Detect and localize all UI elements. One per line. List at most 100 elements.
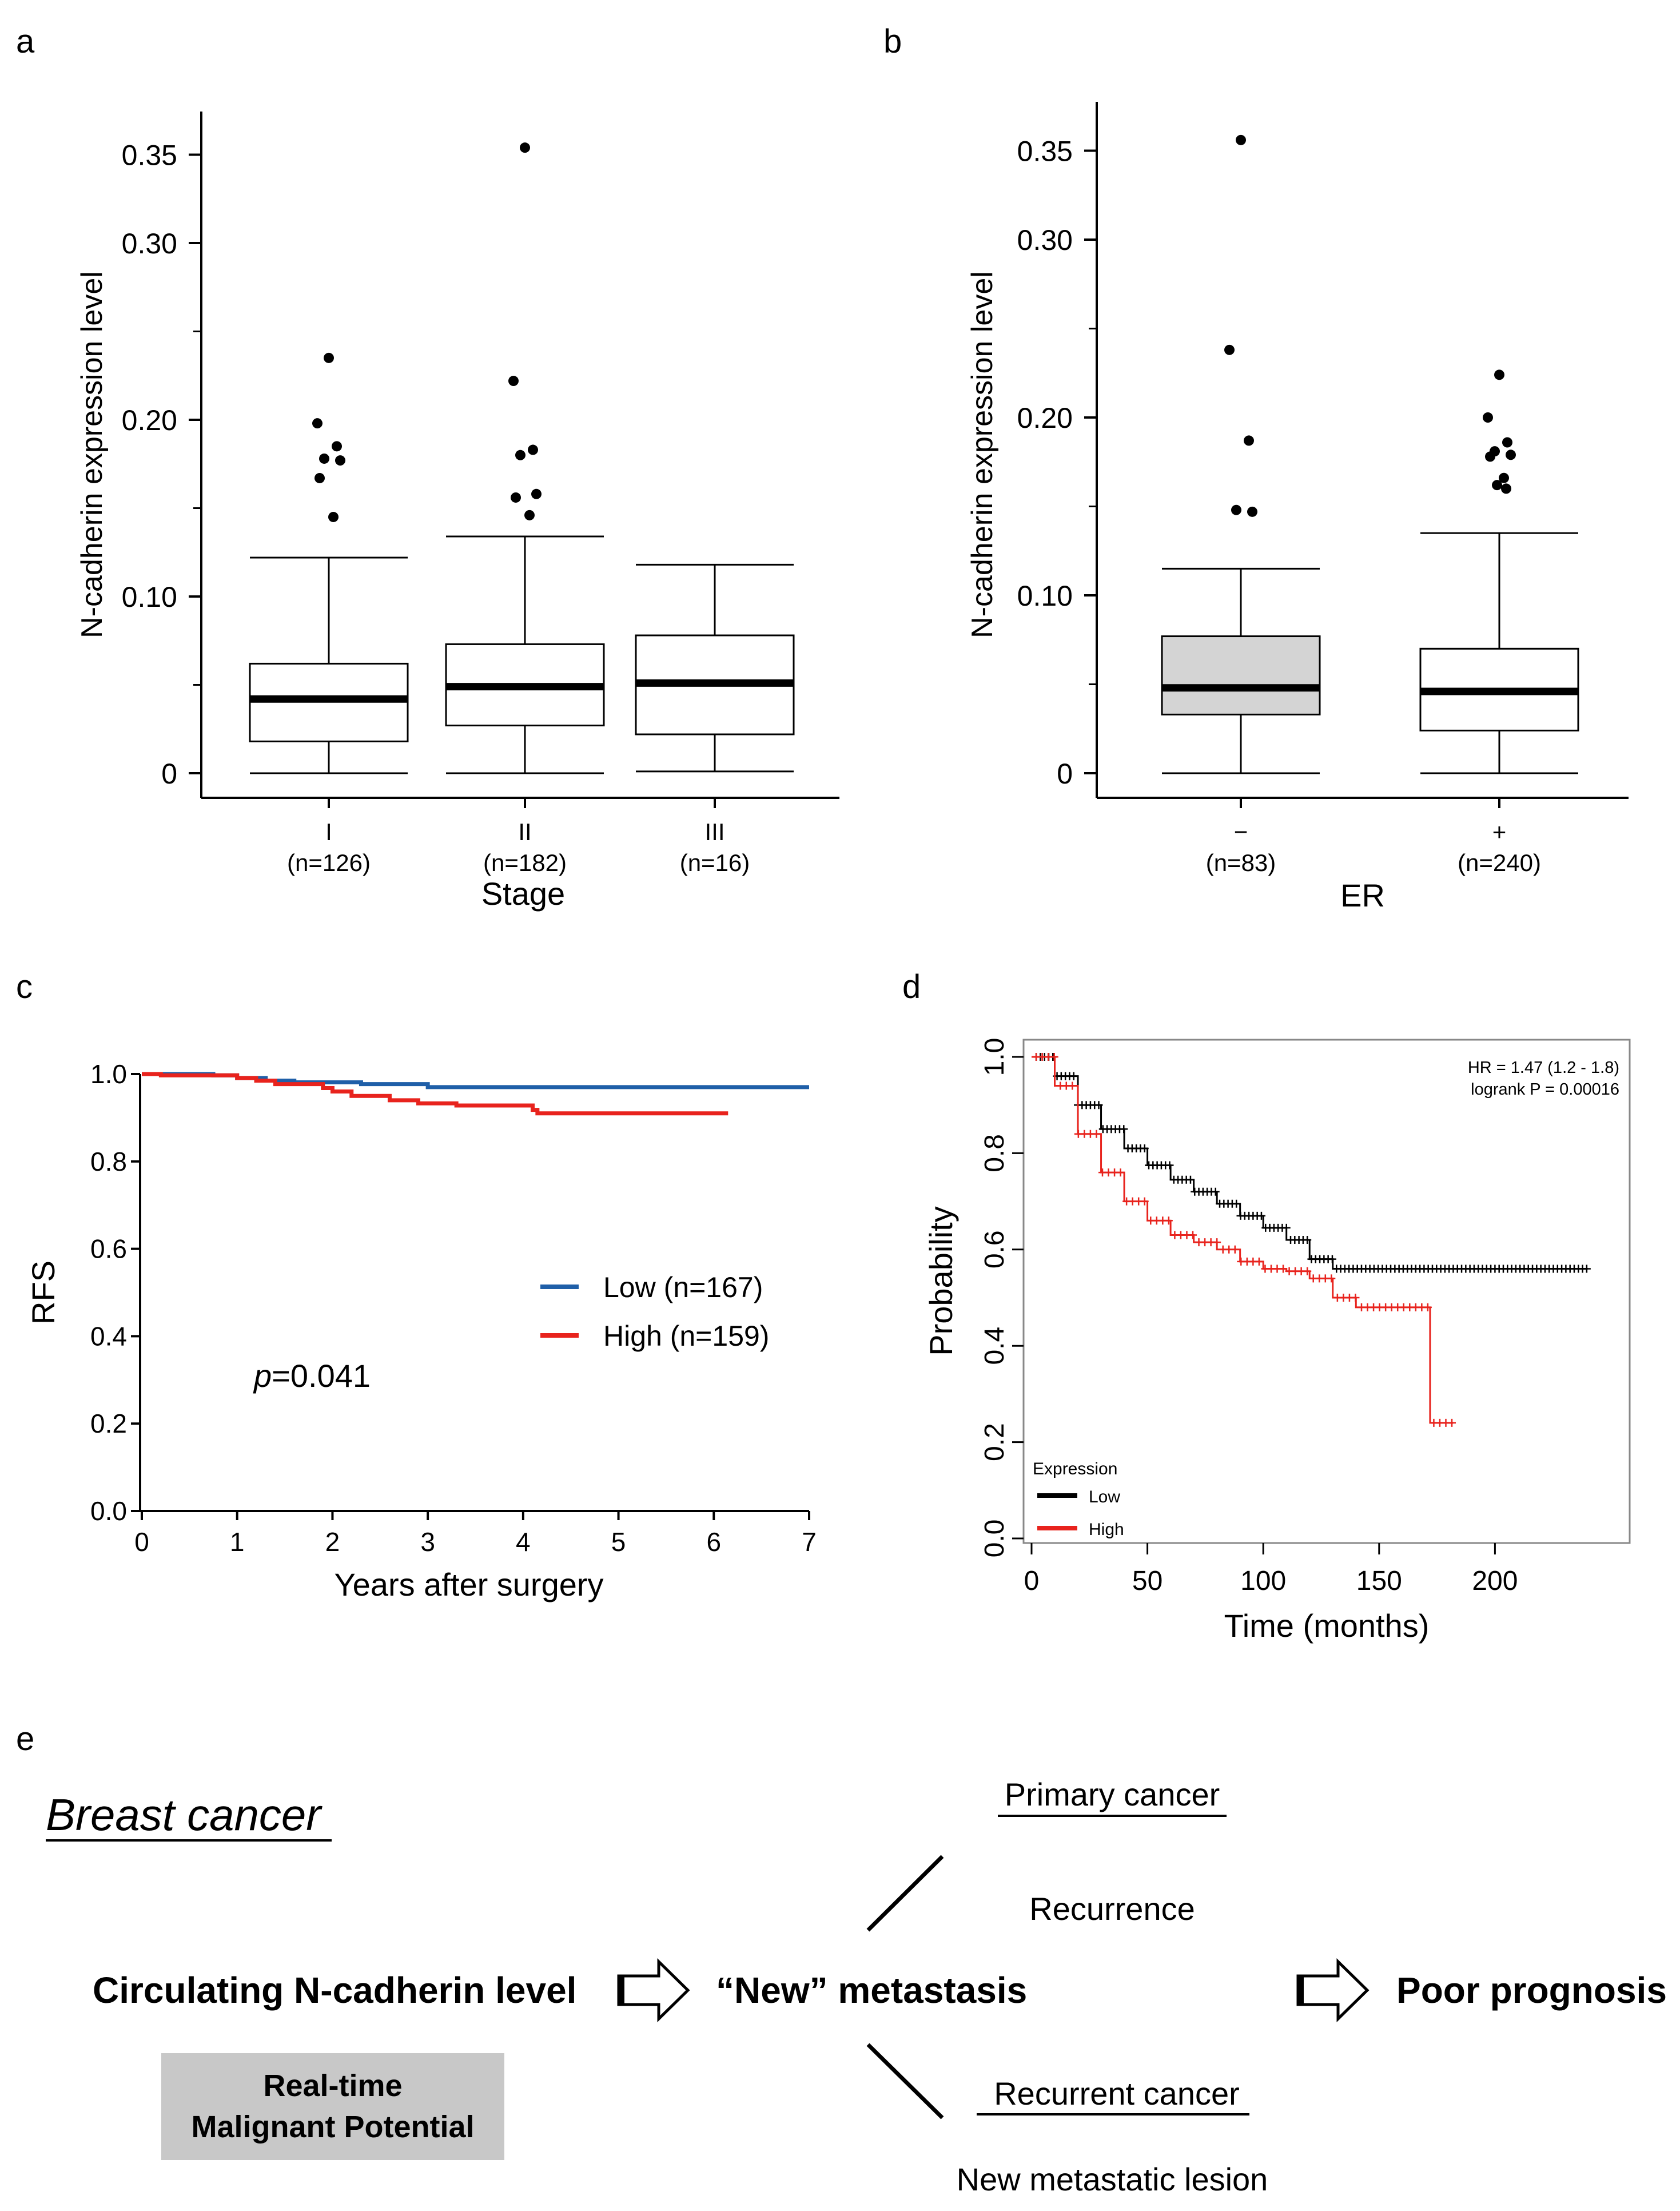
y-tick-label: 0.6 — [90, 1234, 127, 1264]
y-tick-label: 0.10 — [1017, 580, 1073, 612]
panel-label-a: a — [16, 23, 35, 60]
panel-label-c: c — [16, 968, 33, 1005]
censor-mark — [1303, 1235, 1312, 1244]
recurrence-text: Recurrence — [1029, 1891, 1195, 1927]
censor-mark — [1094, 1101, 1103, 1110]
p-value-annotation: p=0.041 — [253, 1358, 371, 1394]
outlier-point — [319, 453, 329, 464]
y-tick-label: 0.20 — [1017, 402, 1073, 434]
outlier-point — [511, 492, 521, 503]
x-tick-label: 100 — [1240, 1566, 1286, 1596]
y-tick-label: 0 — [1057, 758, 1073, 790]
summary-diagram: Breast cancer Circulating N-cadherin lev… — [46, 1776, 1667, 2197]
x-tick-label: 6 — [706, 1527, 721, 1557]
y-tick-label: 0.8 — [980, 1134, 1010, 1172]
y-tick-label: 0 — [161, 758, 177, 790]
km-plot-rfs: 0 1 2 3 4 5 6 7 0.0 0.2 0.4 0.6 0.8 1.0 RFS Years aft… — [25, 1059, 817, 1602]
censor-mark — [1069, 1072, 1078, 1080]
x-axis-label: Years after surgery — [334, 1566, 603, 1602]
category-n-label: (n=83) — [1206, 849, 1276, 876]
censor-mark — [1092, 1130, 1101, 1138]
km-curve-high — [142, 1072, 728, 1116]
panel-label-d: d — [902, 968, 921, 1005]
y-tick-label: 1.0 — [90, 1059, 127, 1089]
diagram-title: Breast cancer — [46, 1790, 323, 1840]
censor-mark — [1351, 1294, 1360, 1302]
censor-mark — [1257, 1211, 1265, 1220]
y-tick-label: 0.30 — [122, 228, 177, 260]
censor-mark — [1050, 1053, 1058, 1061]
censor-mark — [1116, 1168, 1125, 1177]
outlier-point — [312, 418, 323, 429]
outlier-point — [1483, 412, 1493, 423]
censor-mark — [1164, 1216, 1173, 1225]
censor-mark — [1255, 1257, 1263, 1266]
y-tick-label: 0.2 — [90, 1409, 127, 1438]
x-tick-label: 0 — [134, 1527, 149, 1557]
censor-mark — [1068, 1081, 1077, 1090]
x-tick-label: 1 — [230, 1527, 245, 1557]
boxplot-er: 0 0.10 0.20 0.30 0.35 − (n=83) + (n=240) N-cadh… — [966, 102, 1629, 913]
outlier-point — [1224, 344, 1235, 355]
x-tick-label: 0 — [1024, 1566, 1040, 1596]
y-tick-label: 0.4 — [980, 1327, 1010, 1365]
y-tick-label: 0.30 — [1017, 224, 1073, 256]
x-axis-label: Stage — [481, 876, 565, 912]
hazard-ratio-text: HR = 1.47 (1.2 - 1.8) — [1468, 1059, 1619, 1077]
plot-frame — [1022, 1039, 1631, 1544]
category-n-label: (n=240) — [1458, 849, 1541, 876]
censor-mark — [1120, 1125, 1128, 1134]
x-axis-label: Time (months) — [1224, 1608, 1430, 1644]
right-node-text: Poor prognosis — [1396, 1970, 1667, 2011]
upper-branch-line — [866, 1855, 944, 1932]
censor-mark — [1140, 1197, 1149, 1206]
y-axis-label: Probability — [923, 1206, 959, 1355]
censor-mark — [1189, 1231, 1197, 1239]
category-label: I — [325, 818, 332, 845]
censor-mark — [1448, 1418, 1456, 1427]
censor-mark — [1327, 1274, 1336, 1283]
y-axis-label: N-cadherin expression level — [75, 271, 109, 638]
legend-high-label: High — [1089, 1520, 1124, 1539]
left-node-text: Circulating N-cadherin level — [93, 1970, 576, 2011]
boxplot-stage: 0 0.10 0.20 0.30 0.35 I (n=126) II (n=182) III (n… — [75, 112, 839, 912]
y-tick-label: 0.2 — [980, 1423, 1010, 1461]
primary-cancer-heading: Primary cancer — [1005, 1776, 1220, 1812]
outlier-point — [335, 455, 345, 466]
category-n-label: (n=126) — [287, 849, 371, 876]
censor-mark — [1303, 1267, 1312, 1275]
outlier-point — [1502, 437, 1512, 448]
outlier-point — [314, 472, 325, 483]
new-lesion-text: New metastatic lesion — [957, 2161, 1268, 2197]
x-tick-label: 150 — [1356, 1566, 1402, 1596]
panel-label-b: b — [883, 23, 902, 60]
outlier-point — [1244, 435, 1254, 446]
legend-low-label: Low (n=167) — [603, 1271, 763, 1303]
x-tick-label: 50 — [1132, 1566, 1163, 1596]
real-time-box — [161, 2053, 504, 2160]
legend-title: Expression — [1033, 1460, 1117, 1478]
censor-mark — [1328, 1255, 1336, 1263]
category-label: + — [1492, 818, 1507, 845]
outlier-point — [524, 510, 535, 520]
censor-mark — [1165, 1161, 1174, 1170]
category-n-label: (n=16) — [680, 849, 750, 876]
panel-label-e: e — [16, 1720, 34, 1757]
y-tick-label: 0.6 — [980, 1230, 1010, 1268]
arrow-2-icon — [1296, 1958, 1370, 2022]
x-tick-label: 4 — [516, 1527, 531, 1557]
box-line-2: Malignant Potential — [191, 2110, 474, 2144]
y-tick-label: 0.0 — [980, 1520, 1010, 1558]
censor-mark — [1279, 1264, 1288, 1273]
x-tick-label: 3 — [420, 1527, 435, 1557]
arrow-1-icon — [617, 1958, 690, 2022]
arrow-2-stem-icon — [1298, 1976, 1304, 2005]
y-tick-label: 0.35 — [122, 140, 177, 172]
x-tick-label: 7 — [802, 1527, 817, 1557]
arrow-1-stem-icon — [619, 1976, 624, 2005]
outlier-point — [324, 352, 334, 363]
category-label: − — [1234, 818, 1248, 845]
outlier-point — [328, 511, 339, 522]
logrank-text: logrank P = 0.00016 — [1471, 1080, 1619, 1099]
y-tick-label: 1.0 — [980, 1038, 1010, 1076]
